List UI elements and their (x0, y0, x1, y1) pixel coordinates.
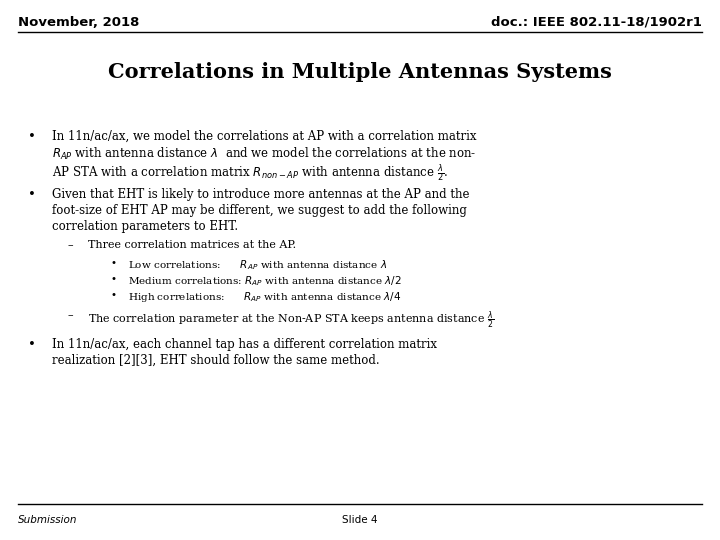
Text: realization [2][3], EHT should follow the same method.: realization [2][3], EHT should follow th… (52, 354, 379, 367)
Text: Submission: Submission (18, 515, 78, 525)
Text: •: • (28, 130, 36, 143)
Text: Low correlations:      $R_{AP}$ with antenna distance $\lambda$: Low correlations: $R_{AP}$ with antenna … (128, 258, 387, 272)
Text: Three correlation matrices at the AP.: Three correlation matrices at the AP. (88, 240, 296, 250)
Text: AP STA with a correlation matrix $R_{non-AP}$ with antenna distance $\frac{\lamb: AP STA with a correlation matrix $R_{non… (52, 162, 449, 184)
Text: Medium correlations: $R_{AP}$ with antenna distance $\lambda/2$: Medium correlations: $R_{AP}$ with anten… (128, 274, 402, 288)
Text: November, 2018: November, 2018 (18, 16, 140, 29)
Text: The correlation parameter at the Non-AP STA keeps antenna distance $\frac{\lambd: The correlation parameter at the Non-AP … (88, 310, 494, 332)
Text: –: – (68, 240, 73, 250)
Text: doc.: IEEE 802.11-18/1902r1: doc.: IEEE 802.11-18/1902r1 (491, 16, 702, 29)
Text: foot-size of EHT AP may be different, we suggest to add the following: foot-size of EHT AP may be different, we… (52, 204, 467, 217)
Text: In 11n/ac/ax, each channel tap has a different correlation matrix: In 11n/ac/ax, each channel tap has a dif… (52, 338, 437, 351)
Text: correlation parameters to EHT.: correlation parameters to EHT. (52, 220, 238, 233)
Text: In 11n/ac/ax, we model the correlations at AP with a correlation matrix: In 11n/ac/ax, we model the correlations … (52, 130, 477, 143)
Text: •: • (28, 188, 36, 201)
Text: $R_{AP}$ with antenna distance $\lambda$  and we model the correlations at the n: $R_{AP}$ with antenna distance $\lambda$… (52, 146, 477, 162)
Text: Given that EHT is likely to introduce more antennas at the AP and the: Given that EHT is likely to introduce mo… (52, 188, 469, 201)
Text: •: • (110, 290, 116, 300)
Text: –: – (68, 310, 73, 320)
Text: High correlations:      $R_{AP}$ with antenna distance $\lambda/4$: High correlations: $R_{AP}$ with antenna… (128, 290, 402, 304)
Text: Slide 4: Slide 4 (342, 515, 378, 525)
Text: •: • (28, 338, 36, 351)
Text: Correlations in Multiple Antennas Systems: Correlations in Multiple Antennas System… (108, 62, 612, 82)
Text: •: • (110, 258, 116, 268)
Text: •: • (110, 274, 116, 284)
